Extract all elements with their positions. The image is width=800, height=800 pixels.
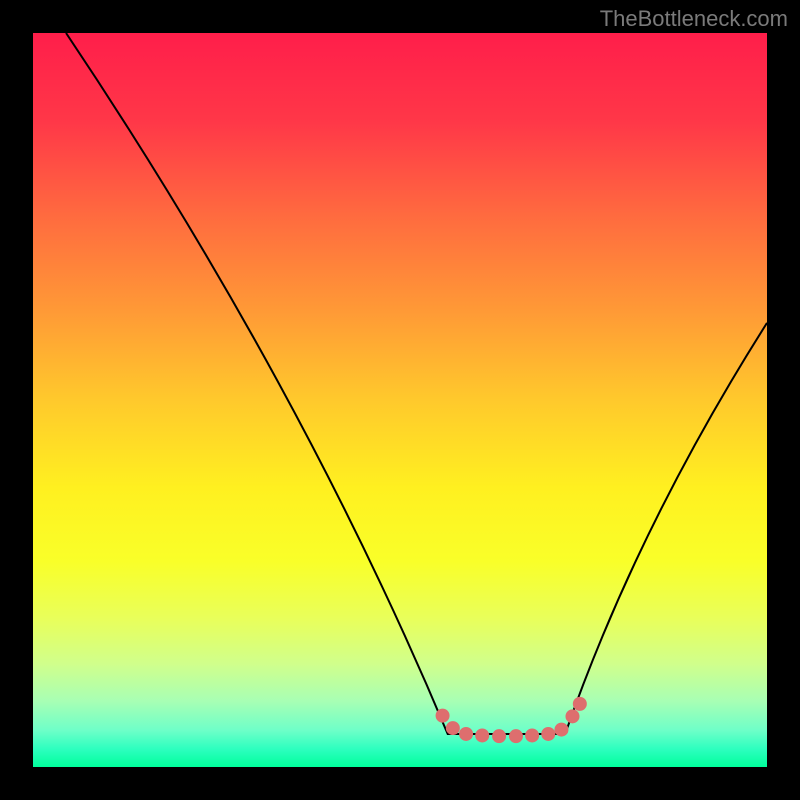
bottleneck-curve [66, 33, 767, 734]
data-marker [446, 722, 459, 735]
data-marker [566, 710, 579, 723]
data-marker [493, 730, 506, 743]
data-marker [436, 709, 449, 722]
data-marker [555, 723, 568, 736]
data-marker [509, 730, 522, 743]
data-marker [460, 727, 473, 740]
data-marker [542, 727, 555, 740]
data-markers [436, 697, 586, 742]
watermark-text: TheBottleneck.com [600, 6, 788, 32]
data-marker [476, 729, 489, 742]
curve-layer [33, 33, 767, 767]
data-marker [573, 697, 586, 710]
chart-area [33, 33, 767, 767]
data-marker [526, 729, 539, 742]
